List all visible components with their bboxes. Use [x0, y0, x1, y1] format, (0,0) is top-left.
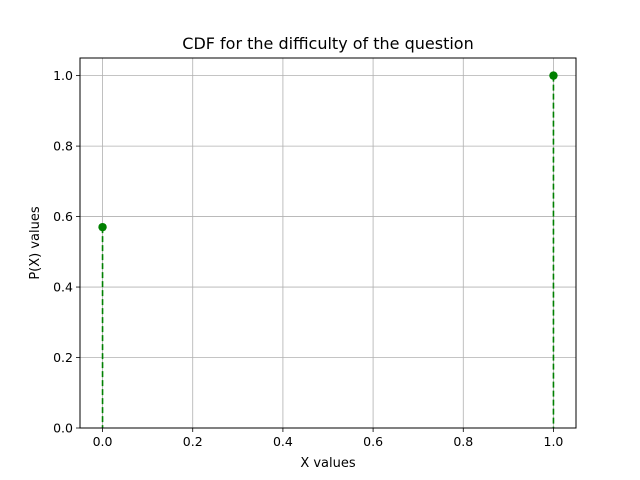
y-tick-label: 0.8 [53, 139, 73, 154]
y-tick-label: 1.0 [53, 68, 73, 83]
x-tick-label: 1.0 [544, 434, 564, 449]
plot-area [80, 58, 576, 428]
chart-title: CDF for the difficulty of the question [182, 34, 473, 53]
y-tick-label: 0.4 [53, 280, 73, 295]
data-marks [98, 71, 558, 428]
data-point [98, 222, 107, 232]
data-point [549, 71, 558, 80]
x-tick-label: 0.0 [93, 434, 113, 449]
grid-lines [80, 58, 576, 429]
x-tick-label: 0.4 [273, 434, 293, 449]
y-tick-label: 0.6 [53, 209, 73, 224]
x-tick-label: 0.6 [363, 434, 383, 449]
x-axis-ticks: 0.0 0.2 0.4 0.6 0.8 1.0 [93, 428, 564, 449]
y-tick-label: 0.0 [53, 421, 73, 436]
x-tick-label: 0.2 [183, 434, 203, 449]
y-axis-ticks: 0.0 0.2 0.4 0.6 0.8 1.0 [53, 68, 80, 436]
x-axis-label: X values [300, 456, 356, 471]
plot-frame [79, 57, 577, 429]
y-axis-label: P(X) values [28, 206, 43, 280]
x-tick-label: 0.8 [453, 434, 473, 449]
y-tick-label: 0.2 [53, 350, 73, 365]
